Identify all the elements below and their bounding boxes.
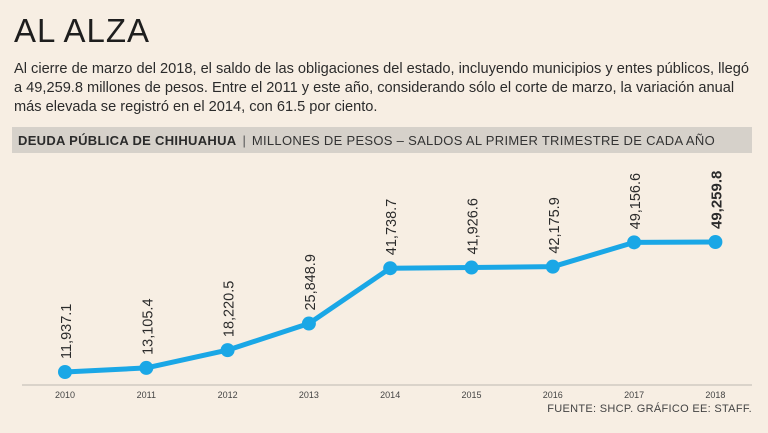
data-label: 42,175.9	[547, 197, 563, 253]
data-label: 49,156.6	[628, 173, 644, 229]
data-point	[627, 235, 642, 250]
source-note: FUENTE: SHCP. GRÁFICO EE: STAFF.	[547, 403, 752, 415]
chart-subtitle: MILLONES DE PESOS – SALDOS AL PRIMER TRI…	[251, 132, 715, 148]
data-point	[383, 261, 398, 276]
data-label: 13,105.4	[140, 298, 156, 354]
data-point	[301, 316, 316, 331]
x-tick-label: 2018	[705, 390, 725, 400]
data-label: 25,848.9	[303, 254, 319, 310]
x-tick-label: 2016	[543, 390, 563, 400]
page-title: AL ALZA	[14, 12, 151, 49]
x-tick-label: 2010	[55, 390, 75, 400]
chart-header-separator: |	[242, 132, 246, 148]
chart-header-band: DEUDA PÚBLICA DE CHIHUAHUA | MILLONES DE…	[12, 127, 752, 153]
chart-title: DEUDA PÚBLICA DE CHIHUAHUA	[18, 132, 237, 148]
intro-paragraph: Al cierre de marzo del 2018, el saldo de…	[14, 61, 749, 115]
x-tick-label: 2017	[624, 390, 644, 400]
data-point	[545, 259, 560, 274]
data-point	[220, 343, 235, 358]
x-tick-label: 2014	[380, 390, 400, 400]
data-label: 49,259.8	[708, 171, 725, 229]
x-tick-label: 2015	[461, 390, 481, 400]
x-tick-label: 2012	[218, 390, 238, 400]
data-point	[708, 235, 723, 249]
data-label: 11,937.1	[59, 304, 75, 359]
data-point	[139, 360, 154, 375]
data-label: 41,926.6	[466, 198, 482, 254]
data-point	[464, 260, 479, 275]
data-label: 41,738.7	[384, 199, 400, 255]
data-label: 18,220.5	[222, 281, 238, 337]
x-tick-label: 2013	[299, 390, 319, 400]
x-tick-label: 2011	[137, 390, 156, 400]
data-point	[58, 365, 72, 379]
